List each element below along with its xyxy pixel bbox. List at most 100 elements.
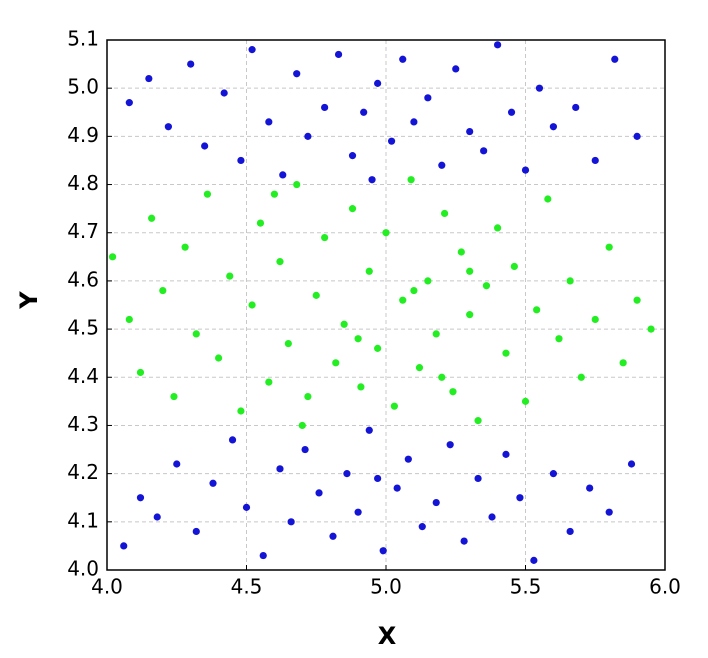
point [424,277,432,285]
point [201,142,209,150]
point [354,335,362,343]
point [566,277,574,285]
point [460,537,468,545]
point [633,132,641,140]
point [387,137,396,145]
point [521,397,530,405]
point [407,176,415,184]
point [170,392,178,401]
point [611,55,619,63]
point [270,190,278,198]
point [329,532,337,540]
point [343,470,351,478]
y-tick-label: 4.3 [67,412,99,436]
point [535,84,544,92]
point [192,330,200,338]
y-tick-label: 4.4 [67,364,99,388]
point [248,301,256,309]
point [315,489,323,497]
point [276,258,284,266]
point [379,547,387,555]
point [159,286,167,295]
point [605,508,613,516]
point [521,166,530,174]
point [265,118,273,126]
point [627,460,636,468]
point [516,494,524,502]
point [365,267,373,275]
y-tick-label: 5.0 [67,75,99,99]
point [293,70,301,78]
point [164,123,172,131]
point [507,108,516,116]
point [215,354,223,362]
point [633,296,641,304]
point [248,46,256,54]
point [145,74,153,83]
point [256,219,265,227]
point [340,320,348,328]
point [265,378,273,386]
point [466,311,474,319]
point [572,103,580,112]
point [410,118,418,126]
point [374,474,382,483]
x-tick-label: 6.0 [649,575,681,599]
point [488,513,496,521]
y-tick-label: 4.8 [67,171,99,195]
point [220,89,228,97]
y-tick-label: 4.9 [67,123,99,147]
point [432,498,440,507]
point [181,243,189,251]
point [399,296,407,304]
point [279,171,287,179]
point [125,99,133,107]
point [374,344,382,352]
point [348,205,357,213]
point [647,325,655,333]
point [242,503,251,511]
point [148,214,156,222]
y-axis-label: Y [15,291,43,310]
point [586,484,594,492]
point [173,460,181,468]
point [502,450,510,458]
x-axis-label: X [378,622,397,650]
point [591,156,599,165]
point [334,50,343,59]
point [203,190,212,198]
point [108,253,117,261]
point [549,470,558,478]
point [357,383,365,391]
point [390,402,398,410]
point [187,60,195,68]
point [449,388,457,396]
y-tick-label: 4.7 [67,219,99,243]
point [304,132,312,140]
point [530,556,538,564]
point [332,359,340,367]
point [555,335,563,343]
point [494,224,502,232]
point [566,527,574,536]
y-tick-label: 4.0 [67,557,99,581]
point [480,147,488,155]
point [237,156,245,165]
point [446,441,454,449]
point [452,65,460,73]
point [365,426,373,434]
point [276,465,284,473]
point [415,364,424,372]
point [549,123,558,131]
plot-frame [106,39,666,571]
x-tick-label: 5.0 [370,575,402,599]
point [432,330,440,338]
point [374,79,382,87]
point [226,272,234,280]
point [457,248,465,256]
point [284,339,292,348]
point [312,291,320,299]
point [474,417,482,425]
